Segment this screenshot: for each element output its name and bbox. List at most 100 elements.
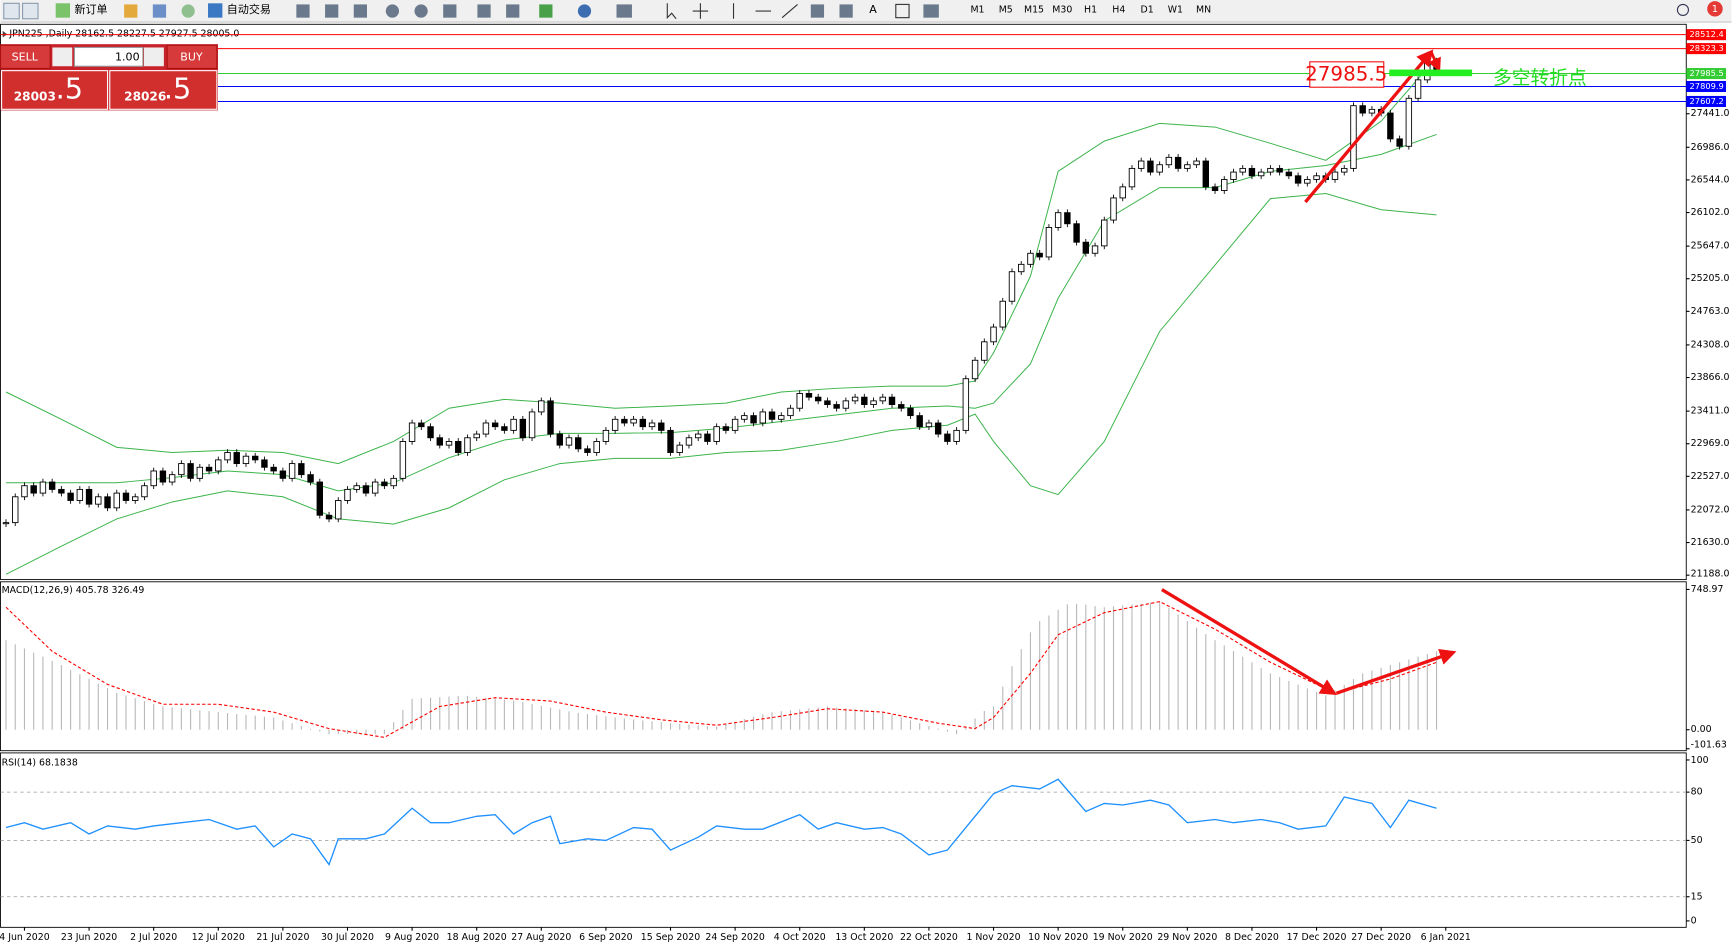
icon[interactable]: [296, 4, 310, 18]
icon[interactable]: [506, 4, 520, 18]
icon[interactable]: [732, 3, 798, 19]
icon[interactable]: [3, 2, 20, 20]
text-tool[interactable]: A: [869, 3, 877, 16]
price-level-label: 27607.2: [1690, 96, 1724, 106]
icon[interactable]: [181, 4, 195, 18]
buy-button[interactable]: [166, 44, 218, 69]
candle: [1396, 138, 1403, 147]
timeframe-button[interactable]: M1: [970, 4, 984, 15]
candle: [1101, 219, 1108, 247]
candle: [288, 463, 296, 479]
candle: [482, 422, 490, 435]
icon[interactable]: [124, 4, 138, 18]
sell-label[interactable]: SELL: [12, 50, 39, 63]
candle: [95, 496, 102, 505]
candle: [584, 448, 591, 453]
candle: [418, 422, 425, 428]
candle: [575, 437, 582, 450]
candle: [621, 418, 628, 424]
timeframe-button[interactable]: H1: [1084, 4, 1097, 15]
timeframe-button[interactable]: W1: [1168, 4, 1183, 15]
icon[interactable]: [22, 2, 39, 20]
x-tick-label: 15 Sep 2020: [641, 932, 700, 943]
icon[interactable]: [414, 4, 428, 18]
y-tick-label: 23866.0: [1691, 372, 1730, 383]
notification-count: 1: [1712, 4, 1718, 15]
candle: [261, 459, 268, 468]
icon[interactable]: [152, 4, 167, 18]
candle: [981, 341, 988, 361]
price-level-label: 28323.3: [1690, 43, 1724, 53]
icon[interactable]: [839, 4, 853, 18]
price-level-label: 27809.9: [1690, 81, 1724, 91]
candle: [944, 433, 951, 442]
price-level-label: 28512.4: [1690, 29, 1724, 39]
y-tick-label: 24763.0: [1691, 306, 1730, 317]
candle: [833, 404, 840, 409]
candle: [1341, 167, 1348, 173]
lot-down[interactable]: [52, 47, 73, 67]
icon[interactable]: [353, 4, 368, 18]
x-tick-label: 30 Jul 2020: [321, 932, 374, 943]
bollinger-lower: [5, 192, 1437, 575]
lot-input[interactable]: [73, 46, 144, 67]
candle: [861, 396, 868, 405]
icon[interactable]: [539, 4, 553, 18]
icon[interactable]: [385, 4, 400, 18]
y-tick-label: 25205.0: [1691, 273, 1730, 284]
timeframe-button[interactable]: MN: [1196, 4, 1211, 15]
icon[interactable]: [692, 3, 709, 19]
candle: [1276, 167, 1283, 173]
auto-trade-icon[interactable]: [208, 3, 223, 18]
new-order-button[interactable]: 新订单: [74, 2, 107, 16]
icon[interactable]: [895, 3, 910, 19]
icon[interactable]: [810, 4, 825, 18]
lot-up[interactable]: [144, 47, 164, 67]
candle: [796, 393, 803, 409]
candle: [713, 426, 720, 442]
candle: [1267, 167, 1274, 173]
x-tick-label: 29 Nov 2020: [1157, 932, 1217, 943]
y-tick-label: 21630.0: [1691, 537, 1730, 548]
candle: [685, 437, 693, 446]
toolbar-bg: [0, 0, 1732, 23]
timeframe-button[interactable]: M15: [1024, 4, 1044, 15]
icon[interactable]: [616, 4, 632, 18]
icon[interactable]: [477, 4, 491, 18]
candle: [722, 426, 730, 431]
lot-value[interactable]: 1.00: [115, 50, 140, 63]
new-order-icon[interactable]: [55, 3, 71, 18]
y-tick-label: 0: [1691, 915, 1697, 926]
icon[interactable]: [923, 4, 939, 18]
candle: [39, 481, 47, 494]
buy-pips: .5: [164, 72, 191, 106]
candle: [787, 407, 794, 417]
icon[interactable]: [577, 4, 592, 18]
timeframe-button[interactable]: M5: [999, 4, 1013, 15]
notification-badge[interactable]: [1707, 1, 1723, 17]
candle: [353, 485, 360, 490]
candle: [1073, 223, 1080, 243]
x-tick-label: 17 Dec 2020: [1287, 932, 1347, 943]
icon[interactable]: [443, 4, 457, 18]
candle: [1027, 252, 1034, 265]
buy-price-box[interactable]: [109, 70, 218, 110]
timeframe-button[interactable]: H4: [1112, 4, 1125, 15]
buy-label[interactable]: BUY: [180, 50, 203, 63]
y-tick-label: 23411.0: [1691, 406, 1730, 417]
candle: [1147, 160, 1154, 173]
timeframe-button[interactable]: M30: [1052, 4, 1072, 15]
icon[interactable]: [325, 4, 339, 18]
timeframe-button[interactable]: D1: [1140, 4, 1153, 15]
candle: [464, 437, 471, 453]
sell-button[interactable]: [0, 44, 51, 69]
search-icon[interactable]: [1676, 3, 1690, 17]
auto-trade-button[interactable]: 自动交易: [227, 2, 271, 16]
icon[interactable]: [666, 3, 677, 20]
candle: [1221, 179, 1228, 191]
trade-panel: SELL 1.00 BUY 28003 .5 28026 .5: [0, 44, 218, 111]
candle: [12, 496, 19, 524]
sell-price-box[interactable]: [1, 70, 109, 110]
candle: [298, 463, 305, 476]
